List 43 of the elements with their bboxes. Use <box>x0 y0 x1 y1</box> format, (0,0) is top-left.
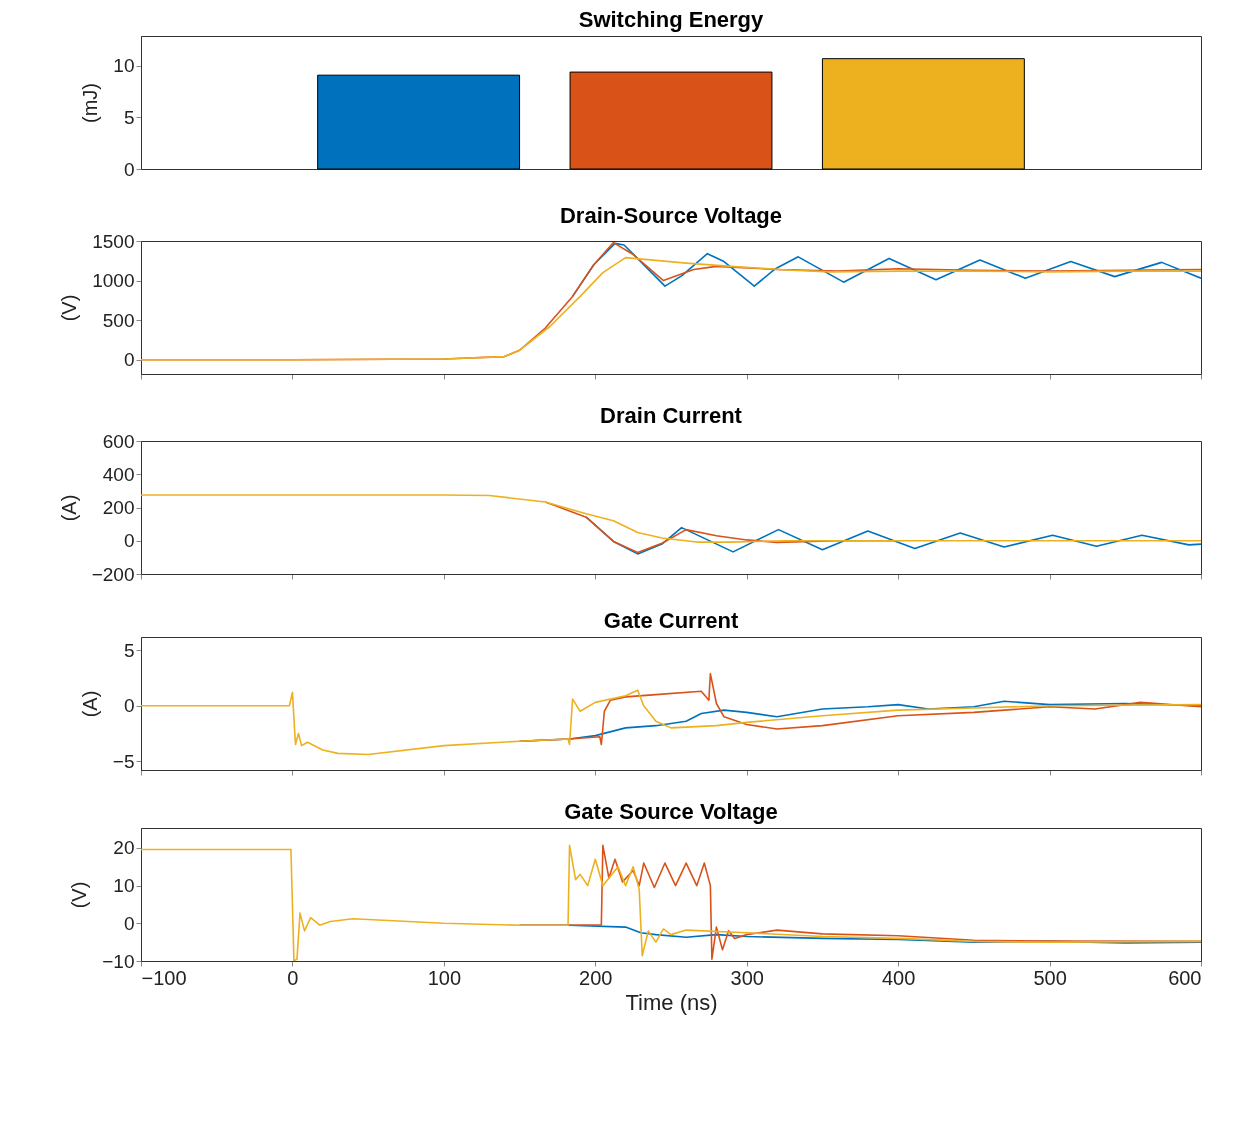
y-tick-label: 10 <box>113 875 135 897</box>
chart-title: Switching Energy <box>578 7 765 32</box>
y-axis-title: (mJ) <box>79 83 102 123</box>
y-tick-label: 0 <box>123 349 135 371</box>
y-tick-label: 0 <box>123 158 135 180</box>
y-tick-label: −5 <box>112 750 135 772</box>
chart-title: Drain Current <box>600 403 743 428</box>
chart-title: Gate Source Voltage <box>564 799 778 824</box>
x-tick-label: 200 <box>579 966 613 989</box>
x-tick-label: 500 <box>1033 966 1067 989</box>
y-tick-label: −200 <box>91 563 135 585</box>
y-tick-label: 5 <box>123 106 135 128</box>
x-tick-label: 400 <box>881 966 916 989</box>
y-tick-label: −10 <box>102 950 135 972</box>
chart-title: Gate Current <box>603 608 739 633</box>
line-series <box>141 689 1201 756</box>
y-tick-label: 5 <box>123 639 135 661</box>
bar <box>821 58 1025 170</box>
y-tick-label: 600 <box>102 430 135 452</box>
x-tick-label: 600 <box>1168 966 1202 989</box>
y-axis-title: (V) <box>58 294 81 322</box>
x-axis-title: Time (ns) <box>625 989 718 1015</box>
y-tick-label: 20 <box>113 837 135 859</box>
x-tick-label: 100 <box>427 966 462 989</box>
y-tick-label: 200 <box>102 497 135 518</box>
chart-title: Drain-Source Voltage <box>559 203 783 228</box>
x-tick-label: −100 <box>141 966 187 989</box>
x-tick-label: 0 <box>287 966 299 989</box>
y-tick-label: 500 <box>102 309 135 331</box>
y-tick-label: 10 <box>113 55 135 77</box>
y-tick-label: 0 <box>123 530 135 552</box>
bar <box>569 71 773 170</box>
y-tick-label: 400 <box>102 463 135 485</box>
y-axis-title: (A) <box>78 690 101 718</box>
y-tick-label: 0 <box>123 695 135 717</box>
y-tick-label: 1000 <box>92 270 135 292</box>
y-axis-title: (A) <box>57 494 80 522</box>
y-tick-label: 0 <box>123 912 135 934</box>
bar <box>317 74 521 170</box>
y-tick-label: 1500 <box>92 230 135 252</box>
x-tick-label: 300 <box>730 966 764 989</box>
line-series <box>141 494 1201 543</box>
y-axis-title: (V) <box>68 881 91 909</box>
